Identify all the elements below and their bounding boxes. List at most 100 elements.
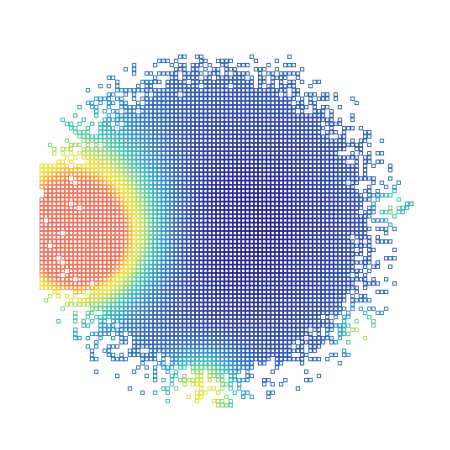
heatmap-cell [404,205,410,211]
heatmap-cell [211,268,217,274]
heatmap-cell [215,201,221,206]
heatmap-cell [266,272,271,278]
heatmap-cell [274,92,280,97]
heatmap-cell [304,193,309,198]
heatmap-cell [207,230,212,236]
heatmap-cell [341,281,347,286]
heatmap-cell [81,268,86,274]
heatmap-cell [102,272,107,278]
heatmap-cell [98,285,103,290]
heatmap-cell [123,167,128,173]
heatmap-cell [224,251,229,257]
heatmap-cell [241,264,246,269]
heatmap-cell [115,176,120,181]
heatmap-cell [140,352,145,358]
heatmap-cell [157,146,162,152]
heatmap-cell [329,172,334,177]
heatmap-cell [249,243,254,248]
heatmap-cell [278,130,284,135]
heatmap-cell [131,285,137,290]
heatmap-cell [287,314,292,320]
heatmap-cell [333,268,338,274]
heatmap-cell [169,356,175,362]
heatmap-cell [211,201,217,206]
heatmap-cell [110,344,116,349]
heatmap-cell [161,377,166,383]
heatmap-cell [39,226,44,232]
heatmap-cell [207,386,212,391]
heatmap-cell [249,151,254,156]
heatmap-cell [190,352,196,358]
heatmap-cell [249,323,254,328]
heatmap-cell [152,310,158,316]
heatmap-cell [341,218,347,223]
heatmap-cell [287,71,292,76]
heatmap-cell [371,306,376,311]
heatmap-cell [220,281,225,286]
heatmap-cell [106,235,112,240]
heatmap-cell [262,214,267,219]
heatmap-cell [262,117,267,122]
heatmap-cell [232,151,238,156]
heatmap-cell [350,293,355,299]
heatmap-cell [287,146,292,152]
heatmap-cell [283,222,288,227]
heatmap-cell [350,302,355,307]
heatmap-cell [262,125,267,131]
heatmap-cell [304,260,309,265]
heatmap-cell [207,365,212,370]
heatmap-cell [39,264,44,269]
heatmap-cell [43,235,49,240]
heatmap-cell [140,222,145,227]
heatmap-cell [127,289,133,295]
heatmap-cell [215,340,221,345]
heatmap-cell [211,205,217,211]
heatmap-cell [106,92,112,97]
heatmap-cell [220,188,225,194]
heatmap-cell [257,167,263,173]
heatmap-cell [308,159,313,164]
heatmap-cell [215,71,221,76]
heatmap-cell [245,172,250,177]
heatmap-cell [152,293,158,299]
heatmap-cell [232,285,238,290]
heatmap-cell [236,180,242,185]
heatmap-cell [85,293,91,299]
heatmap-cell [278,285,284,290]
heatmap-cell [224,247,229,253]
heatmap-cell [337,335,343,341]
heatmap-cell [257,268,263,274]
heatmap-cell [333,96,338,101]
heatmap-cell [102,230,107,236]
heatmap-cell [194,209,200,215]
heatmap-cell [194,155,200,160]
heatmap-cell [136,193,141,198]
heatmap-cell [136,188,141,194]
heatmap-cell [308,83,313,89]
heatmap-cell [228,293,233,299]
heatmap-cell [236,323,242,328]
heatmap-cell [283,121,288,127]
heatmap-cell [148,340,154,345]
heatmap-cell [52,172,57,177]
heatmap-cell [220,193,225,198]
heatmap-cell [320,109,326,114]
heatmap-cell [224,193,229,198]
heatmap-cell [320,251,326,257]
heatmap-cell [73,230,78,236]
heatmap-cell [94,142,99,148]
heatmap-cell [178,176,183,181]
heatmap-cell [140,155,145,160]
heatmap-cell [270,130,275,135]
heatmap-cell [56,184,61,190]
heatmap-cell [85,277,91,282]
heatmap-cell [106,83,112,89]
heatmap-cell [341,285,347,290]
heatmap-cell [283,167,288,173]
heatmap-cell [73,193,78,198]
heatmap-cell [85,172,91,177]
heatmap-cell [119,264,124,269]
heatmap-cell [304,264,309,269]
heatmap-cell [287,247,292,253]
heatmap-cell [144,142,149,148]
